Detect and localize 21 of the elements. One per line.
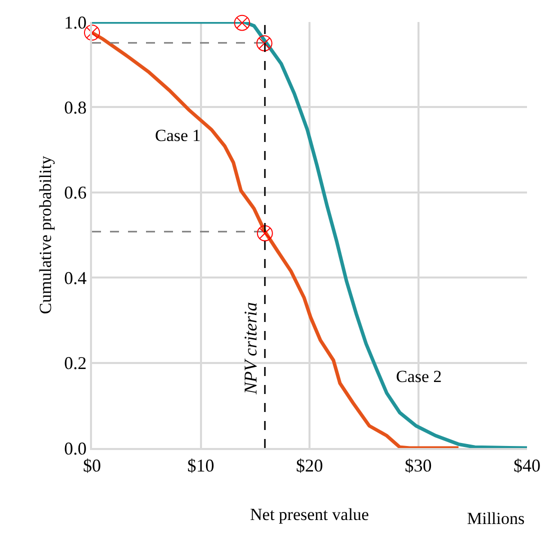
x-tick-label: $40 bbox=[514, 455, 540, 476]
x-axis-title: Net present value bbox=[250, 505, 369, 524]
series-label: Case 1 bbox=[155, 126, 201, 145]
x-tick-label: $20 bbox=[296, 455, 323, 476]
point bbox=[234, 14, 250, 31]
y-axis-title: Cumulative probability bbox=[36, 155, 56, 314]
line-series bbox=[92, 30, 460, 448]
y-tick-label: 0.8 bbox=[64, 98, 87, 118]
text: Millions bbox=[467, 509, 525, 528]
y-tick-label: 0.2 bbox=[64, 353, 87, 374]
line-series bbox=[92, 22, 527, 448]
x-tick-label: $10 bbox=[187, 455, 214, 476]
y-tick-label: 0.6 bbox=[64, 182, 87, 203]
y-tick-label: 0.4 bbox=[64, 268, 87, 288]
point bbox=[84, 24, 100, 41]
series-label: Case 2 bbox=[396, 367, 442, 386]
ref-line-label: NPV criteria bbox=[240, 302, 261, 396]
y-tick-label: 1.0 bbox=[64, 12, 87, 32]
point bbox=[256, 35, 272, 52]
point bbox=[256, 225, 273, 242]
x-tick-label: $30 bbox=[404, 455, 432, 476]
